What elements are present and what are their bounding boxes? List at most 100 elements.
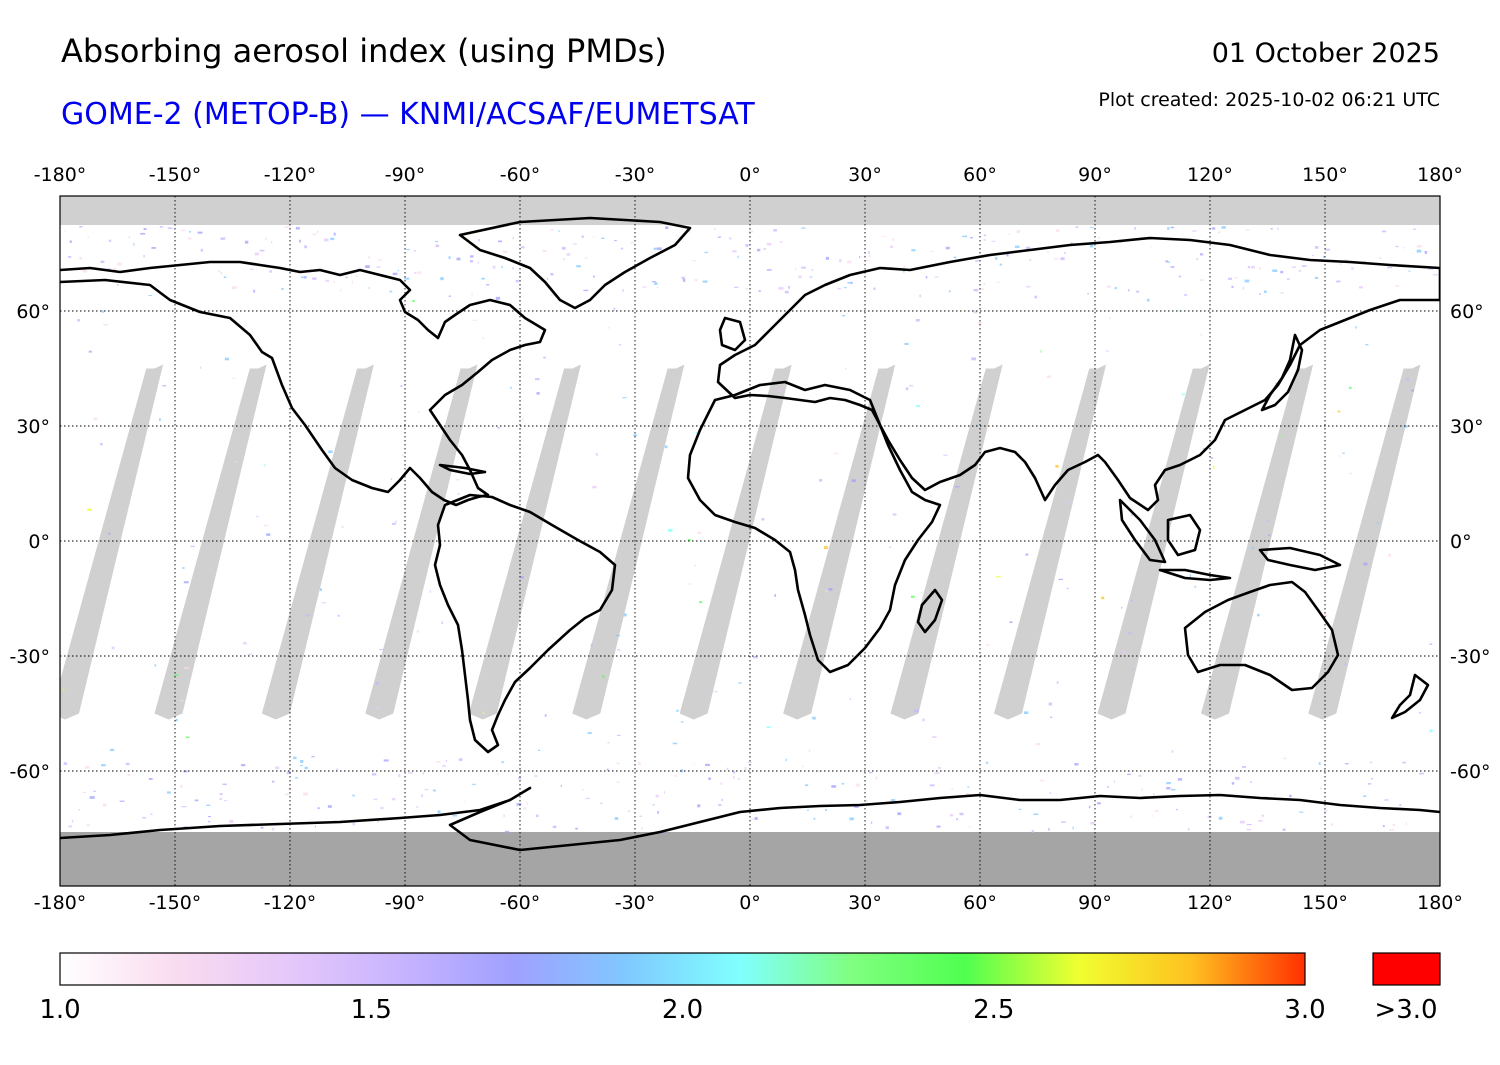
lat-label-right: 0°	[1450, 531, 1472, 553]
speckle	[240, 764, 246, 767]
speckle	[651, 281, 656, 283]
speckle	[717, 236, 721, 238]
speckle	[264, 463, 266, 467]
speckle	[948, 290, 951, 293]
orbit-gap	[679, 364, 792, 720]
speckle	[521, 418, 524, 420]
speckle	[702, 280, 708, 283]
speckle	[1314, 276, 1319, 279]
speckle	[672, 742, 678, 745]
speckle	[689, 583, 691, 585]
speckle	[223, 276, 227, 279]
speckle	[859, 256, 861, 258]
africa-coast	[686, 380, 942, 674]
speckle	[1342, 452, 1345, 454]
colorbar-overflow-label: >3.0	[1374, 995, 1438, 1025]
speckle	[1033, 813, 1039, 815]
speckle	[1055, 464, 1059, 468]
speckle	[108, 239, 112, 242]
speckle	[616, 781, 620, 784]
speckle	[841, 314, 846, 317]
lat-label-left: -60°	[9, 761, 50, 783]
speckle	[312, 277, 317, 280]
orbit-gap	[993, 364, 1107, 720]
speckle	[471, 292, 473, 296]
speckle	[87, 235, 89, 239]
speckle	[708, 777, 711, 780]
speckle	[405, 248, 410, 251]
speckle	[325, 279, 330, 282]
speckle	[576, 265, 581, 268]
speckle	[117, 262, 122, 266]
speckle	[602, 675, 605, 678]
speckle	[1054, 258, 1059, 260]
speckle	[319, 588, 322, 592]
speckle	[1351, 267, 1354, 270]
lon-label-top: -180°	[34, 164, 87, 186]
speckle	[482, 711, 485, 715]
lon-label-bottom: 0°	[739, 892, 761, 914]
speckle	[99, 443, 103, 446]
speckle	[1258, 820, 1263, 822]
speckle	[1040, 349, 1042, 353]
speckle	[503, 814, 505, 817]
lon-label-bottom: -30°	[615, 892, 656, 914]
speckle	[909, 384, 914, 387]
speckle	[748, 761, 752, 764]
speckle	[1272, 269, 1278, 272]
speckle	[1363, 795, 1367, 797]
speckle	[1055, 229, 1060, 232]
speckle	[1268, 534, 1271, 537]
speckle	[266, 533, 271, 536]
speckle	[264, 237, 267, 240]
speckle	[119, 655, 121, 659]
speckle	[400, 385, 403, 387]
speckle	[389, 290, 393, 293]
speckle	[938, 766, 941, 769]
coastlines	[60, 216, 1440, 852]
lon-label-top: -60°	[500, 164, 541, 186]
speckle	[224, 799, 228, 802]
speckle	[801, 227, 806, 229]
speckle	[501, 266, 503, 268]
speckle	[1337, 410, 1341, 413]
speckle	[766, 726, 771, 729]
speckle	[1419, 772, 1424, 775]
speckle	[1066, 501, 1069, 504]
speckle	[1241, 766, 1247, 768]
colorbar-overflow-box	[1372, 952, 1441, 986]
lat-label-right: -30°	[1450, 646, 1491, 668]
speckle	[833, 452, 839, 455]
speckle	[1206, 239, 1209, 242]
speckle	[614, 817, 619, 820]
speckle	[395, 520, 397, 524]
speckle	[885, 826, 889, 830]
speckle	[440, 277, 444, 281]
plot-date: 01 October 2025	[1211, 38, 1440, 69]
speckle	[1114, 287, 1117, 290]
orbit-gap	[783, 364, 896, 720]
speckle	[1166, 787, 1171, 790]
speckle	[544, 714, 547, 717]
speckle	[417, 271, 422, 275]
speckle	[93, 417, 98, 421]
speckle	[295, 777, 298, 779]
speckle	[856, 783, 860, 787]
speckle	[526, 801, 528, 805]
speckle	[181, 229, 186, 232]
speckle	[303, 792, 308, 796]
speckle	[788, 285, 791, 289]
speckle	[1257, 613, 1260, 617]
speckle	[1382, 825, 1385, 828]
speckle	[119, 800, 125, 802]
speckle	[1322, 614, 1327, 618]
speckle	[244, 240, 249, 244]
speckle	[1384, 799, 1389, 801]
speckle	[1344, 259, 1348, 262]
lon-label-bottom: 30°	[848, 892, 882, 914]
speckle	[956, 818, 959, 821]
speckle	[1171, 749, 1174, 753]
speckle	[429, 590, 432, 593]
speckle	[1325, 581, 1329, 583]
speckle	[181, 806, 187, 808]
